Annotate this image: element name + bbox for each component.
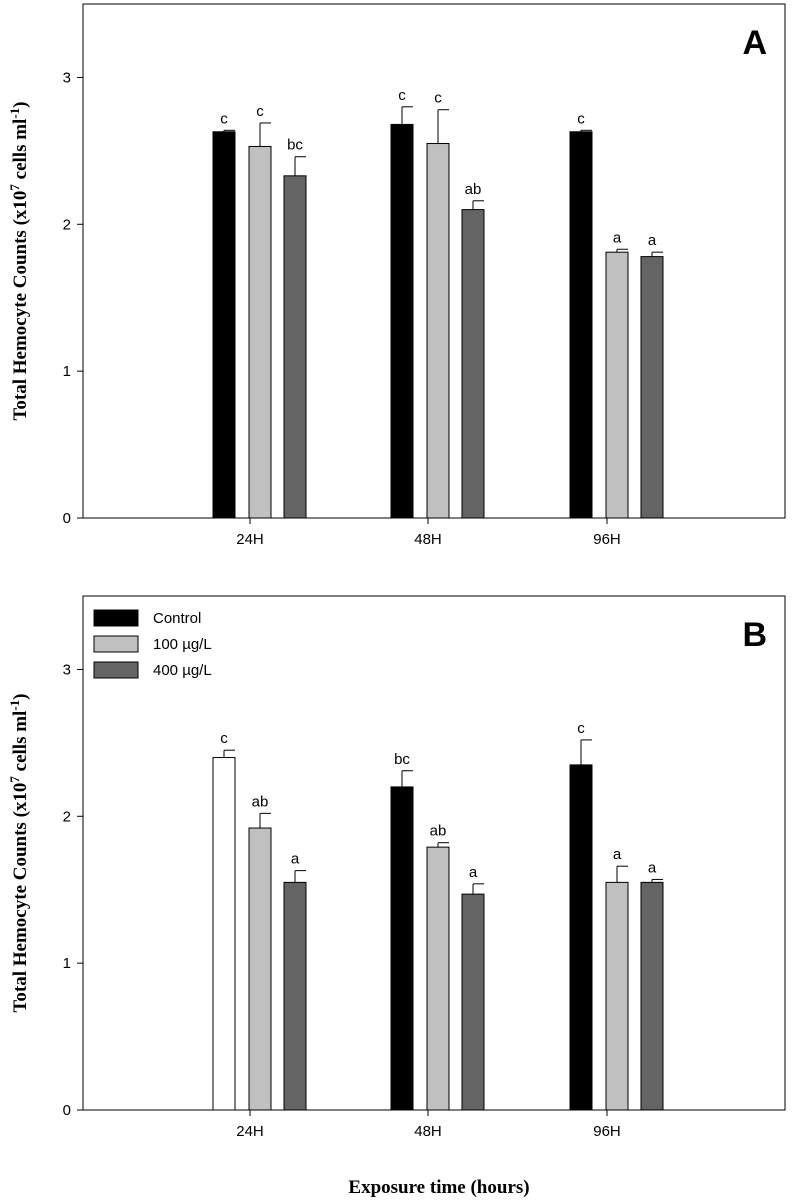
bar	[605, 881, 629, 1111]
y-axis-title-part: cells ml	[10, 119, 31, 184]
y-axis-title-part: Total Hemocyte Counts (x10	[10, 191, 31, 421]
x-tick-label: 48H	[414, 1123, 442, 1140]
significance-label: a	[469, 864, 478, 881]
y-tick-label: 0	[63, 510, 71, 527]
legend-swatch	[93, 609, 139, 627]
bar	[390, 786, 414, 1111]
y-axis-title-superscript: -1	[7, 700, 22, 711]
legend-swatch	[93, 661, 139, 679]
significance-label: c	[398, 87, 406, 104]
bar	[283, 881, 307, 1111]
y-axis-title-part: cells ml	[10, 711, 31, 776]
y-tick-label: 2	[63, 808, 71, 825]
y-axis-title-part: )	[10, 101, 31, 107]
x-tick-label: 96H	[593, 1123, 621, 1140]
significance-label: c	[220, 110, 228, 127]
significance-label: ab	[465, 181, 482, 198]
y-axis-title-superscript: 7	[7, 184, 22, 191]
bar	[605, 251, 629, 519]
y-tick-label: 1	[63, 363, 71, 380]
x-tick-label: 24H	[236, 1123, 264, 1140]
significance-label: c	[256, 103, 264, 120]
y-axis-title-superscript: -1	[7, 108, 22, 119]
legend-label: 400 µg/L	[153, 662, 212, 679]
x-axis-title: Exposure time (hours)	[348, 1177, 529, 1198]
bar	[569, 131, 593, 519]
bar	[640, 256, 664, 519]
bar	[640, 881, 664, 1111]
significance-label: c	[434, 90, 442, 107]
y-tick-label: 1	[63, 955, 71, 972]
y-axis-title-part: )	[10, 693, 31, 699]
significance-label: bc	[287, 137, 303, 154]
significance-label: a	[291, 851, 300, 868]
significance-label: c	[577, 720, 585, 737]
bar	[426, 143, 450, 519]
significance-label: ab	[252, 793, 269, 810]
x-tick-label: 24H	[236, 531, 264, 548]
bar	[283, 175, 307, 519]
panel-a: 0 1 2 3 24H 48H 96H Total Hemocyte Counts (x107…	[7, 3, 786, 548]
y-axis-title: Total Hemocyte Counts (x107 cells ml-1)	[7, 693, 31, 1012]
y-tick-label: 0	[63, 1102, 71, 1119]
y-axis-title: Total Hemocyte Counts (x107 cells ml-1)	[7, 101, 31, 420]
y-axis-title-superscript: 7	[7, 776, 22, 783]
x-tick-label: 48H	[414, 531, 442, 548]
bar	[212, 131, 236, 519]
legend-swatch	[93, 635, 139, 653]
bar	[569, 764, 593, 1111]
bar	[390, 123, 414, 519]
y-axis-title-part: Total Hemocyte Counts (x10	[10, 783, 31, 1013]
bar	[212, 757, 236, 1111]
significance-label: a	[648, 859, 657, 876]
significance-label: a	[613, 229, 622, 246]
significance-label: bc	[394, 751, 410, 768]
bar	[248, 145, 272, 519]
legend-label: Control	[153, 610, 201, 627]
y-tick-label: 3	[63, 661, 71, 678]
legend-label: 100 µg/L	[153, 636, 212, 653]
panel-label: B	[742, 616, 767, 654]
significance-label: a	[648, 232, 657, 249]
bar	[248, 827, 272, 1111]
significance-label: c	[220, 730, 228, 747]
panel-label: A	[742, 24, 767, 62]
y-tick-label: 2	[63, 216, 71, 233]
bar	[461, 893, 485, 1111]
significance-label: c	[577, 110, 585, 127]
y-tick-label: 3	[63, 69, 71, 86]
bar	[426, 846, 450, 1111]
panel-b: 0 1 2 3 24H 48H 96H Total Hemocyte Counts (x107…	[7, 595, 786, 1140]
significance-label: a	[613, 846, 622, 863]
x-tick-label: 96H	[593, 531, 621, 548]
bar	[461, 209, 485, 519]
significance-label: ab	[430, 823, 447, 840]
